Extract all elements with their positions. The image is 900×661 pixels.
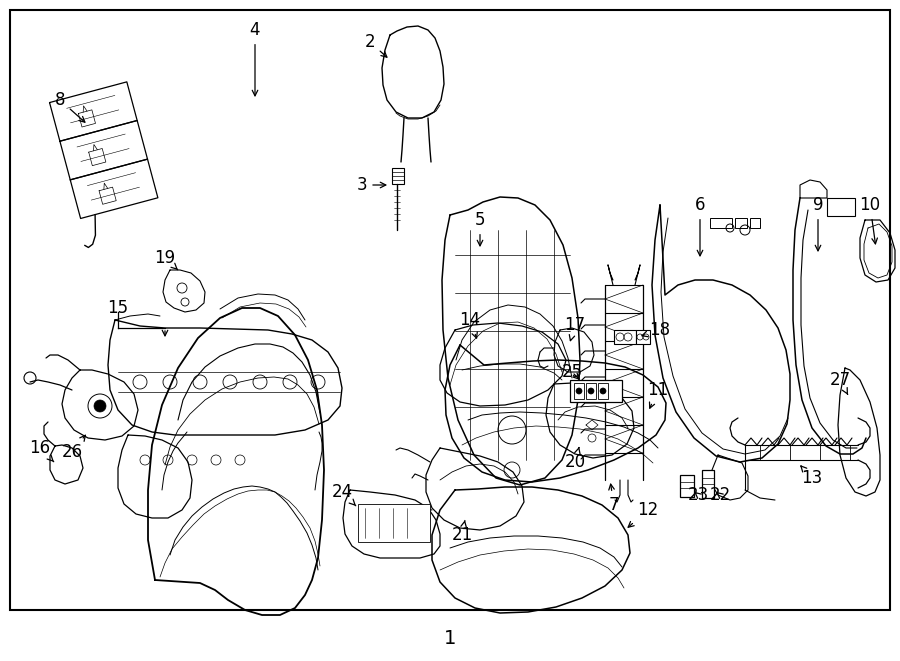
Text: 8: 8 — [55, 91, 85, 122]
Text: 11: 11 — [647, 381, 669, 408]
Bar — [680, 475, 694, 497]
Text: 15: 15 — [107, 299, 129, 317]
Bar — [574, 383, 584, 399]
Text: 3: 3 — [356, 176, 386, 194]
Text: 13: 13 — [801, 466, 823, 487]
Text: 12: 12 — [628, 501, 659, 527]
Text: 19: 19 — [155, 249, 178, 270]
Text: 1: 1 — [444, 629, 456, 648]
Bar — [614, 330, 636, 344]
Bar — [586, 383, 596, 399]
Text: 10: 10 — [860, 196, 880, 244]
Text: 20: 20 — [564, 447, 586, 471]
Bar — [710, 218, 732, 228]
Circle shape — [576, 388, 582, 394]
Bar — [750, 218, 760, 228]
Bar — [598, 383, 608, 399]
Text: 5: 5 — [475, 211, 485, 246]
Text: 9: 9 — [813, 196, 824, 251]
Text: 21: 21 — [452, 520, 472, 544]
Circle shape — [94, 400, 106, 412]
Text: 6: 6 — [695, 196, 706, 256]
Text: 23: 23 — [688, 486, 708, 504]
Text: 4: 4 — [250, 21, 260, 96]
Text: 22: 22 — [709, 486, 731, 504]
Text: 7: 7 — [608, 484, 619, 514]
Text: 24: 24 — [331, 483, 356, 506]
Text: 16: 16 — [30, 439, 54, 462]
Bar — [392, 168, 404, 184]
Text: 25: 25 — [562, 363, 582, 381]
Text: 17: 17 — [564, 316, 586, 340]
Bar — [570, 380, 622, 402]
Circle shape — [588, 388, 594, 394]
Bar — [636, 330, 650, 344]
Text: 18: 18 — [642, 321, 670, 339]
Text: 14: 14 — [459, 311, 481, 338]
Text: 26: 26 — [61, 435, 86, 461]
Bar — [702, 470, 714, 498]
Text: 27: 27 — [830, 371, 850, 395]
Text: 2: 2 — [364, 33, 387, 58]
Bar — [827, 198, 855, 216]
Bar — [358, 504, 430, 542]
Bar — [735, 218, 747, 228]
Circle shape — [600, 388, 606, 394]
